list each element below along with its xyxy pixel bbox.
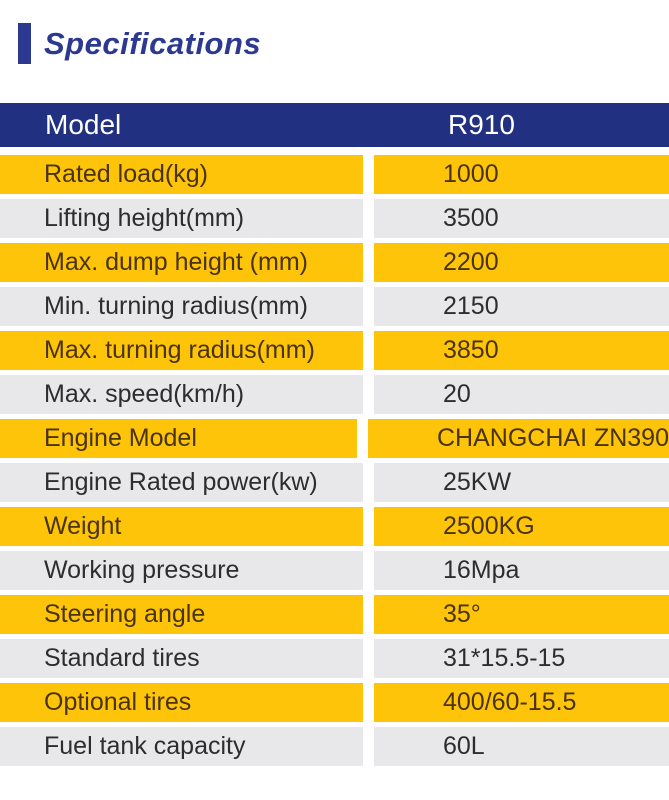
spec-value: 60L	[374, 727, 669, 766]
spec-label: Rated load(kg)	[0, 155, 363, 194]
spec-value: 16Mpa	[374, 551, 669, 590]
table-row: Engine Model CHANGCHAI ZN390	[0, 419, 669, 458]
table-row: Min. turning radius(mm) 2150	[0, 287, 669, 326]
table-row: Rated load(kg) 1000	[0, 155, 669, 194]
spec-label: Standard tires	[0, 639, 363, 678]
table-row: Working pressure 16Mpa	[0, 551, 669, 590]
spec-label: Fuel tank capacity	[0, 727, 363, 766]
spec-value: 400/60-15.5	[374, 683, 669, 722]
spec-label: Engine Rated power(kw)	[0, 463, 363, 502]
table-row: Engine Rated power(kw) 25KW	[0, 463, 669, 502]
header-model-value: R910	[448, 109, 515, 140]
heading-accent-bar	[18, 23, 31, 64]
table-header-row: Model R910	[0, 103, 669, 147]
spec-value: 3500	[374, 199, 669, 238]
spec-value: 1000	[374, 155, 669, 194]
table-row: Max. turning radius(mm) 3850	[0, 331, 669, 370]
spec-label: Weight	[0, 507, 363, 546]
table-row: Optional tires 400/60-15.5	[0, 683, 669, 722]
table-body: Rated load(kg) 1000 Lifting height(mm) 3…	[0, 155, 669, 766]
table-row: Max. speed(km/h) 20	[0, 375, 669, 414]
spec-label: Max. speed(km/h)	[0, 375, 363, 414]
spec-value: 31*15.5-15	[374, 639, 669, 678]
page-title: Specifications	[44, 25, 262, 61]
section-heading: Specifications	[18, 23, 261, 64]
spec-label: Steering angle	[0, 595, 363, 634]
spec-label: Min. turning radius(mm)	[0, 287, 363, 326]
spec-value: 25KW	[374, 463, 669, 502]
table-row: Lifting height(mm) 3500	[0, 199, 669, 238]
spec-value: CHANGCHAI ZN390	[368, 419, 669, 458]
spec-value: 2500KG	[374, 507, 669, 546]
spec-label: Engine Model	[0, 419, 357, 458]
spec-label: Lifting height(mm)	[0, 199, 363, 238]
spec-label: Max. turning radius(mm)	[0, 331, 363, 370]
spec-label: Working pressure	[0, 551, 363, 590]
spec-value: 2200	[374, 243, 669, 282]
specifications-table: Model R910 Rated load(kg) 1000 Lifting h…	[0, 103, 669, 766]
spec-value: 2150	[374, 287, 669, 326]
header-model-label: Model	[45, 109, 122, 140]
spec-label: Optional tires	[0, 683, 363, 722]
spec-value: 3850	[374, 331, 669, 370]
table-row: Steering angle 35°	[0, 595, 669, 634]
table-row: Standard tires 31*15.5-15	[0, 639, 669, 678]
table-row: Max. dump height (mm) 2200	[0, 243, 669, 282]
table-row: Weight 2500KG	[0, 507, 669, 546]
spec-value: 35°	[374, 595, 669, 634]
spec-value: 20	[374, 375, 669, 414]
table-row: Fuel tank capacity 60L	[0, 727, 669, 766]
spec-label: Max. dump height (mm)	[0, 243, 363, 282]
